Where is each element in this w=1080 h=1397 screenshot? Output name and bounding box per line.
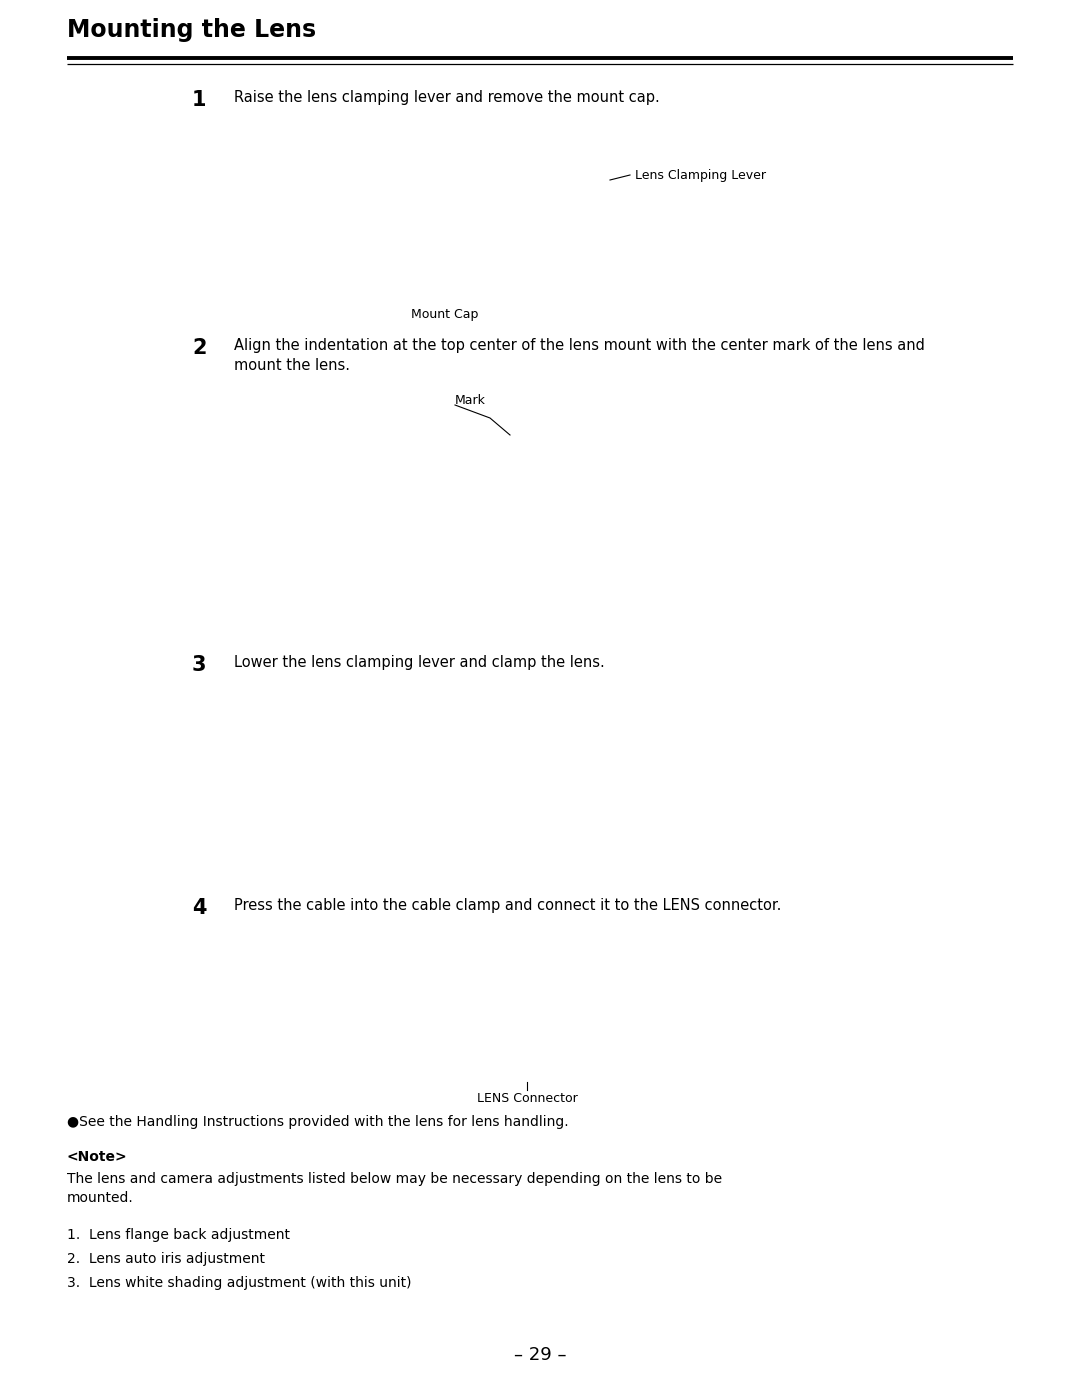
Text: – 29 –: – 29 – (514, 1345, 566, 1363)
Text: The lens and camera adjustments listed below may be necessary depending on the l: The lens and camera adjustments listed b… (67, 1172, 723, 1206)
Text: Press the cable into the cable clamp and connect it to the LENS connector.: Press the cable into the cable clamp and… (234, 898, 781, 914)
Text: 1: 1 (192, 89, 206, 110)
Text: LENS Connector: LENS Connector (476, 1092, 578, 1105)
Text: 2: 2 (192, 338, 206, 358)
Text: Mount Cap: Mount Cap (411, 307, 478, 321)
Text: 2.  Lens auto iris adjustment: 2. Lens auto iris adjustment (67, 1252, 265, 1266)
Text: 3.  Lens white shading adjustment (with this unit): 3. Lens white shading adjustment (with t… (67, 1275, 411, 1289)
Text: Lens Clamping Lever: Lens Clamping Lever (635, 169, 766, 182)
Text: Raise the lens clamping lever and remove the mount cap.: Raise the lens clamping lever and remove… (234, 89, 660, 105)
Text: Lower the lens clamping lever and clamp the lens.: Lower the lens clamping lever and clamp … (234, 655, 605, 671)
Text: Align the indentation at the top center of the lens mount with the center mark o: Align the indentation at the top center … (234, 338, 924, 373)
Text: <Note>: <Note> (67, 1150, 127, 1164)
Text: 1.  Lens flange back adjustment: 1. Lens flange back adjustment (67, 1228, 289, 1242)
Text: Mounting the Lens: Mounting the Lens (67, 18, 316, 42)
Text: ●See the Handling Instructions provided with the lens for lens handling.: ●See the Handling Instructions provided … (67, 1115, 568, 1129)
Text: 4: 4 (192, 898, 206, 918)
Text: Mark: Mark (455, 394, 486, 407)
Text: 3: 3 (192, 655, 206, 675)
